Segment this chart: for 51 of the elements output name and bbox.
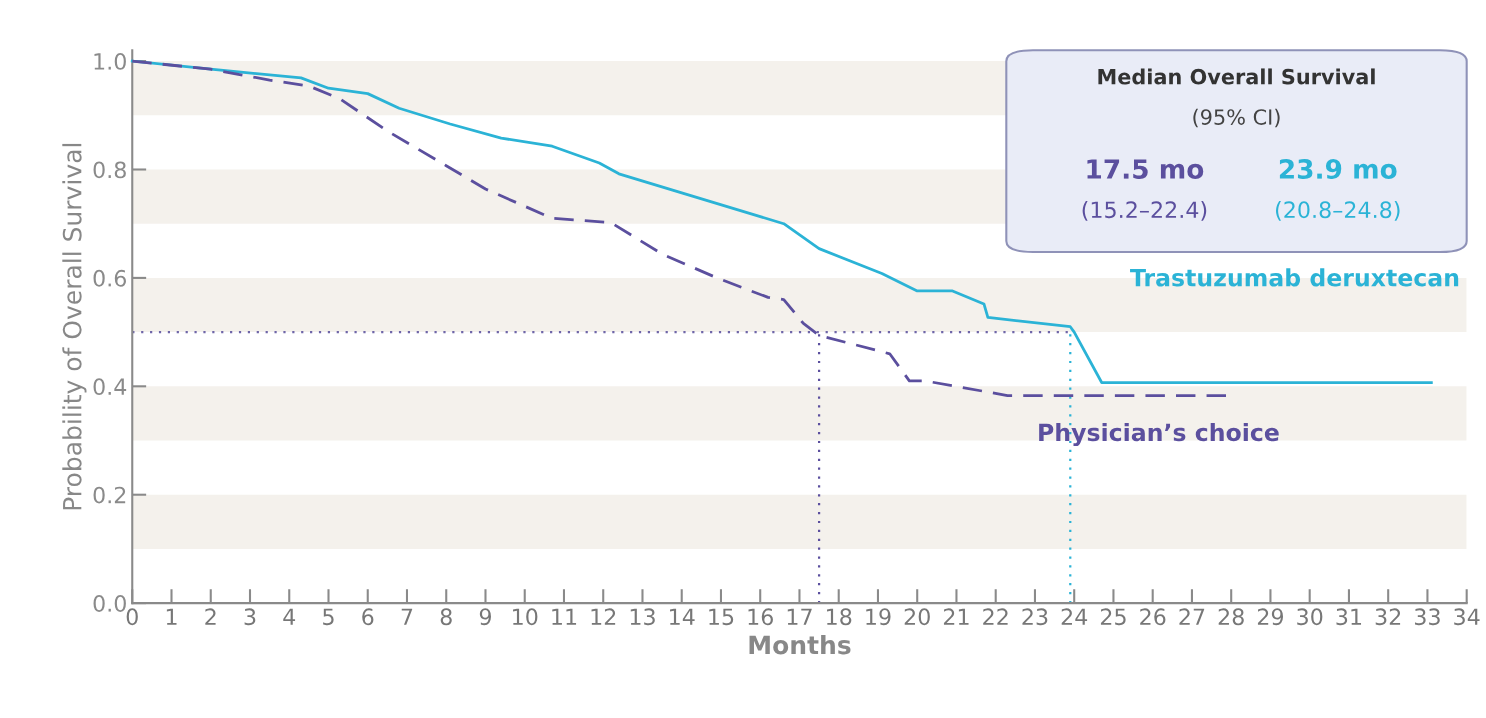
text: Trastuzumab deruxtecan [1130,268,1459,287]
x-tick-label: 21 [943,608,969,625]
annotation: Median Overall Survival [1098,68,1375,85]
y-tick-label: 0.4 [93,378,127,396]
x-tick-label: 15 [709,608,734,626]
x-tick-label: 8 [440,608,452,626]
x-tick-label: 26 [1140,608,1166,626]
series-label: Physician’s choice [1039,422,1279,447]
x-tick-label: 17 [787,608,812,625]
x-axis-title: Months [749,635,851,655]
annotation: 17.5 mo [1087,159,1204,179]
y-tick-label: 0.8 [93,161,126,179]
x-tick-label: 29 [1257,608,1284,626]
x-tick-label: 7 [401,608,413,625]
x-tick-label: 18 [827,608,852,626]
x-tick-label: 32 [1375,608,1401,626]
x-tick-label: 34 [1454,608,1480,626]
x-tick-label: 33 [1414,608,1440,626]
x-tick-label: 19 [866,608,891,626]
annotation: 23.9 mo [1279,159,1397,179]
x-tick-label: 22 [983,608,1008,625]
y-axis-title: Probability of Overall Survival [62,143,87,510]
x-tick-label: 0 [126,608,138,626]
x-tick-label: 5 [323,608,334,626]
x-tick-label: 2 [205,608,216,625]
annotation: (20.8–24.8) [1275,200,1400,221]
x-tick-label: 3 [244,608,256,626]
x-tick-label: 6 [362,608,374,626]
x-tick-label: 4 [283,608,296,625]
x-tick-label: 27 [1179,608,1205,625]
x-tick-label: 14 [670,608,695,625]
x-tick-label: 13 [630,608,655,626]
x-tick-label: 16 [748,608,773,626]
x-tick-label: 10 [513,608,538,626]
x-tick-label: 11 [552,608,577,625]
x-tick-label: 31 [1336,608,1362,626]
x-tick-label: 12 [591,608,616,625]
y-tick-label: 1.0 [94,53,126,70]
x-tick-label: 24 [1061,608,1088,625]
annotation: (95% CI) [1193,108,1280,128]
annotation: (15.2–22.4) [1082,200,1207,221]
x-tick-label: 20 [904,608,930,626]
x-tick-label: 28 [1218,608,1244,626]
x-tick-label: 30 [1297,608,1323,626]
y-tick-label: 0.6 [93,269,126,287]
y-tick-label: 0.0 [93,595,126,612]
x-tick-label: 23 [1022,608,1048,626]
x-tick-label: 25 [1100,608,1126,626]
x-tick-label: 9 [479,608,491,626]
x-tick-label: 1 [166,608,177,625]
y-tick-label: 0.2 [93,486,126,504]
